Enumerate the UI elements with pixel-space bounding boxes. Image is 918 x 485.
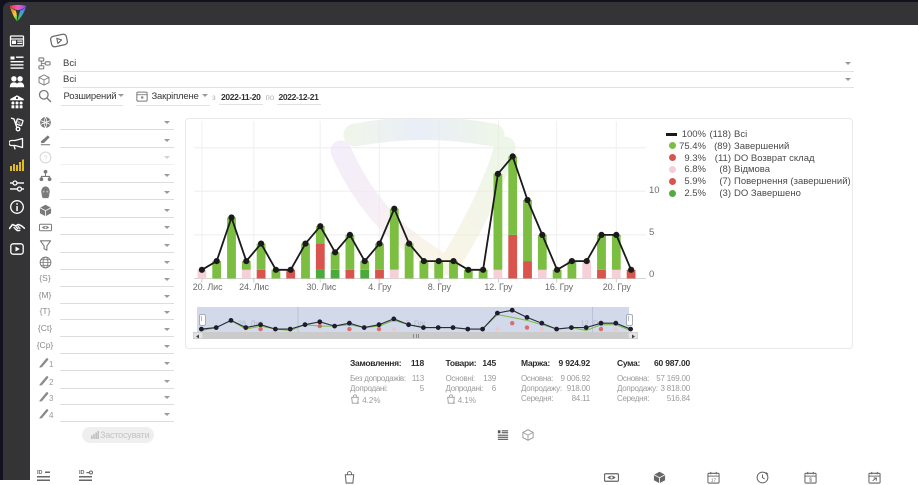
svg-text:0: 0: [649, 269, 654, 280]
svg-text:5: 5: [649, 227, 654, 238]
svg-text:17: 17: [710, 478, 716, 483]
svg-text:ID: ID: [79, 470, 85, 476]
svg-text:30. Лис: 30. Лис: [307, 282, 337, 292]
svg-text:10: 10: [649, 185, 660, 196]
svg-text:5. Гру: 5. Гру: [405, 318, 425, 327]
svg-text:20. Лис: 20. Лис: [193, 282, 223, 292]
svg-text:4. Гру: 4. Гру: [368, 282, 392, 292]
svg-text:ID: ID: [37, 470, 43, 476]
svg-text:?: ?: [43, 153, 47, 162]
svg-text:12. Гру: 12. Гру: [484, 282, 513, 292]
svg-text:x: x: [358, 401, 360, 404]
svg-text:x: x: [453, 401, 455, 404]
svg-text:20. Гру: 20. Гру: [603, 282, 632, 292]
svg-text:26. Лис: 26. Лис: [237, 318, 263, 327]
svg-text:%: %: [16, 119, 21, 125]
svg-text:12. Гру: 12. Гру: [580, 318, 604, 327]
svg-text:24. Лис: 24. Лис: [239, 282, 269, 292]
svg-text:$: $: [808, 478, 811, 484]
svg-text:16. Гру: 16. Гру: [545, 282, 574, 292]
svg-text:8. Гру: 8. Гру: [428, 282, 452, 292]
